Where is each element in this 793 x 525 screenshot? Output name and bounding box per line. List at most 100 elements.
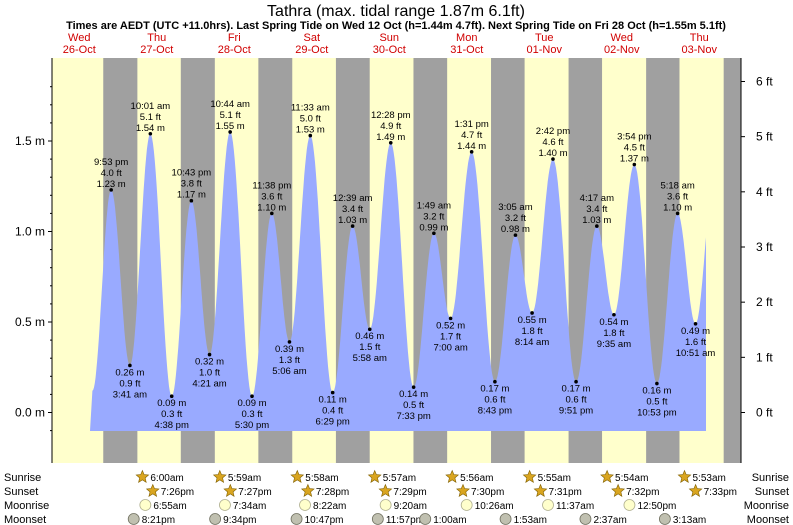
tide-time-label: 6:29 pm — [316, 417, 350, 428]
tide-m-label: 1.54 m — [136, 123, 165, 134]
tide-time-label: 12:39 am — [333, 193, 373, 204]
tide-m-label: 0.16 m — [642, 386, 671, 397]
moonrise-time: 6:55am — [153, 501, 186, 512]
tide-m-label: 0.26 m — [115, 367, 144, 378]
day-date-label: 28-Oct — [218, 44, 251, 56]
sunrise-icon — [600, 469, 614, 483]
tide-m-label: 1.17 m — [177, 190, 206, 201]
tide-ft-label: 0.6 ft — [484, 395, 505, 406]
tide-m-label: 1.03 m — [582, 215, 611, 226]
tide-time-label: 4:38 pm — [155, 420, 189, 431]
sunset-time: 7:33pm — [704, 487, 737, 498]
tide-ft-label: 0.4 ft — [322, 406, 343, 417]
sunset-time: 7:27pm — [238, 487, 271, 498]
sunrise-icon — [212, 469, 227, 483]
row-label-sunrise-right: Sunrise — [752, 472, 789, 484]
sunrise-time: 5:58am — [305, 473, 338, 484]
tide-m-label: 0.55 m — [518, 315, 547, 326]
tide-time-label: 7:33 pm — [396, 411, 430, 422]
sunset-icon — [300, 483, 315, 497]
tide-m-label: 0.17 m — [480, 384, 509, 395]
day-name-label: Fri — [228, 32, 241, 44]
moonset-time: 11:57pm — [386, 515, 424, 525]
tide-point — [207, 352, 212, 357]
sunrise-icon — [677, 469, 692, 483]
sunset-time: 7:26pm — [161, 487, 194, 498]
tide-point — [350, 224, 355, 228]
tide-ft-label: 1.8 ft — [522, 326, 543, 337]
sunset-time: 7:31pm — [549, 487, 582, 498]
moonrise-icon — [139, 499, 152, 511]
sunset-icon — [533, 483, 548, 497]
tide-m-label: 0.14 m — [399, 389, 428, 400]
tide-time-label: 1:49 am — [417, 200, 451, 211]
tide-time-label: 9:51 pm — [559, 406, 593, 417]
right-tick-label: 6 ft — [756, 74, 773, 88]
tide-m-label: 1.03 m — [338, 215, 367, 226]
tide-ft-label: 3.6 ft — [667, 191, 688, 202]
tide-time-label: 10:44 am — [210, 99, 250, 110]
tide-ft-label: 4.5 ft — [624, 143, 645, 154]
tide-m-label: 0.98 m — [501, 224, 530, 235]
tide-m-label: 1.55 m — [216, 121, 245, 132]
axes: 0.0 m 0.5 m 1.0 m 1.5 m 0 ft 1 ft 2 ft 3 ft 4 ft… — [15, 58, 773, 463]
tide-m-label: 0.54 m — [599, 317, 628, 328]
tide-point — [551, 157, 555, 161]
tide-m-label: 1.49 m — [376, 132, 405, 143]
moonrise-icon — [379, 499, 392, 511]
tide-m-label: 0.99 m — [419, 222, 448, 233]
day-name-label: Sat — [303, 32, 320, 44]
row-label-moonrise-right: Moonrise — [744, 500, 789, 512]
tide-m-label: 1.23 m — [97, 179, 126, 190]
tide-ft-label: 3.4 ft — [342, 204, 363, 215]
day-name-label: Tue — [535, 32, 554, 44]
tide-point — [308, 133, 313, 138]
tide-m-label: 1.37 m — [620, 154, 649, 165]
tide-ft-label: 5.0 ft — [300, 114, 321, 125]
tide-point — [189, 198, 194, 203]
sunset-icon — [378, 483, 393, 497]
tide-point — [128, 363, 132, 368]
left-tick-label: 1.0 m — [15, 225, 45, 239]
moonset-icon — [127, 513, 140, 525]
day-date-label: 29-Oct — [295, 44, 328, 56]
tide-time-label: 12:28 pm — [371, 110, 411, 121]
tide-point — [632, 162, 637, 167]
right-tick-label: 3 ft — [756, 240, 773, 254]
tide-ft-label: 5.1 ft — [220, 110, 241, 121]
row-label-sunset: Sunset — [4, 486, 38, 498]
day-date-label: 03-Nov — [682, 44, 718, 56]
day-date-label: 26-Oct — [63, 44, 96, 56]
tide-time-label: 5:30 pm — [235, 420, 269, 431]
tide-time-label: 8:43 pm — [478, 406, 512, 417]
sunrise-icon — [522, 469, 537, 483]
tide-time-label: 10:01 am — [131, 101, 171, 112]
tide-ft-label: 4.9 ft — [380, 121, 401, 132]
tide-labels: 9:53 pm4.0 ft1.23 m 0.26 m0.9 ft3:41 am 10… — [94, 99, 715, 431]
moonrise-time: 10:26am — [475, 501, 514, 512]
tide-point — [367, 327, 372, 332]
tide-time-label: 4:21 am — [192, 379, 226, 390]
moonset-time: 9:34pm — [223, 515, 256, 525]
tide-point — [250, 394, 254, 399]
left-tick-label: 0.0 m — [15, 406, 45, 420]
tide-ft-label: 5.1 ft — [140, 112, 161, 123]
sunset-time: 7:29pm — [393, 487, 426, 498]
moonset-icon — [579, 513, 592, 525]
right-tick-label: 1 ft — [756, 350, 773, 364]
moonrise-icon — [299, 499, 311, 511]
tide-m-label: 1.44 m — [457, 141, 486, 152]
tide-point — [388, 141, 393, 145]
moonset-time: 8:21pm — [142, 515, 175, 525]
tide-time-label: 2:42 pm — [536, 126, 570, 137]
tide-ft-label: 3.2 ft — [505, 213, 526, 224]
day-name-label: Wed — [611, 32, 633, 44]
moonset-time: 1:00am — [433, 515, 466, 525]
moonrise-icon — [623, 499, 636, 511]
sunrise-time: 5:54am — [615, 473, 648, 484]
chart-subtitle: Times are AEDT (UTC +11.0hrs). Last Spri… — [66, 20, 726, 32]
tide-time-label: 9:35 am — [597, 339, 631, 350]
tide-ft-label: 1.0 ft — [199, 368, 220, 379]
sunset-icon — [456, 483, 470, 497]
sunrise-time: 5:55am — [538, 473, 571, 484]
